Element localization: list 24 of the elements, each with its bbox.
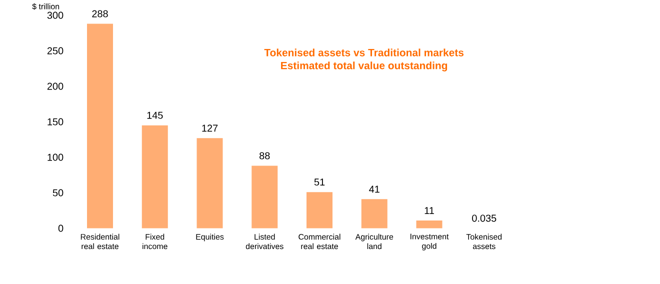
y-tick-label: 150 bbox=[48, 118, 64, 126]
y-tick-label: 300 bbox=[47, 12, 64, 19]
text: Tokenised assets vs Traditional markets bbox=[264, 48, 464, 56]
bar bbox=[306, 192, 333, 228]
y-tick-label: 100 bbox=[48, 154, 64, 161]
data-label: 0.035 bbox=[472, 214, 496, 222]
bar bbox=[252, 166, 278, 228]
y-tick-label: 250 bbox=[47, 47, 64, 54]
y-tick-label: 200 bbox=[47, 82, 64, 90]
bar bbox=[416, 220, 442, 228]
bar bbox=[361, 199, 388, 228]
bar bbox=[87, 24, 114, 228]
data-label: 11 bbox=[424, 206, 434, 214]
y-tick-label: 0 bbox=[58, 224, 64, 232]
data-label: 288 bbox=[92, 10, 108, 18]
data-label: 51 bbox=[314, 178, 325, 186]
y-tick-label: 50 bbox=[52, 189, 64, 196]
data-label: 41 bbox=[369, 186, 380, 193]
bar bbox=[142, 125, 168, 228]
text: Estimated total value outstanding bbox=[281, 61, 448, 72]
data-label: 127 bbox=[202, 124, 218, 132]
bar bbox=[196, 138, 223, 228]
data-label: 145 bbox=[147, 112, 163, 119]
data-label: 88 bbox=[260, 152, 270, 160]
